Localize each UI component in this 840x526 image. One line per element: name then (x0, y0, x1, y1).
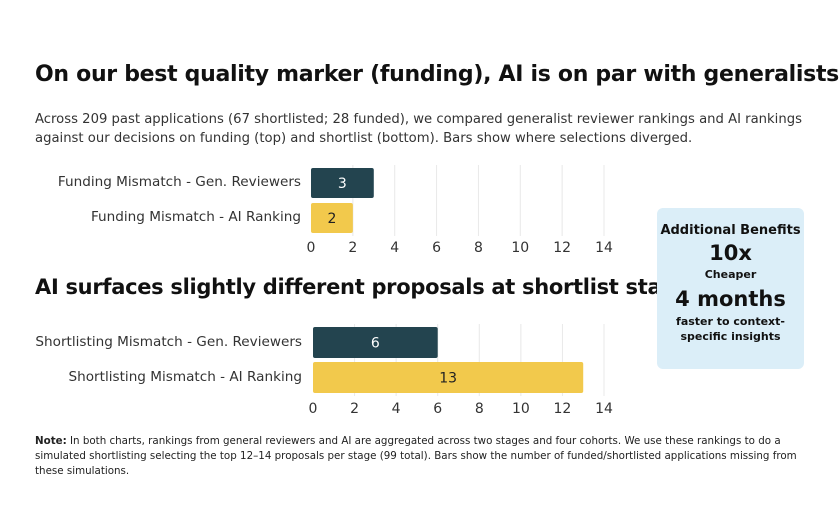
x-tick-label: 10 (512, 401, 530, 417)
chart-title: On our best quality marker (funding), AI… (35, 62, 839, 87)
note-text: In both charts, rankings from general re… (35, 435, 797, 477)
chart-subtitle: Across 209 past applications (67 shortli… (35, 112, 802, 146)
x-tick-label: 0 (309, 401, 318, 417)
stat-months-label: faster to context-specific insights (676, 315, 785, 343)
stat-10x: 10x (709, 241, 752, 265)
category-label: Funding Mismatch - Gen. Reviewers (57, 174, 301, 190)
x-tick-label: 6 (432, 240, 441, 256)
stat-10x-label: Cheaper (704, 268, 757, 281)
benefits-heading: Additional Benefits (660, 223, 801, 238)
bar (311, 168, 374, 198)
x-tick-label: 12 (553, 240, 571, 256)
bar (313, 327, 438, 358)
bar-value-label: 3 (338, 176, 347, 192)
footnote: Note: In both charts, rankings from gene… (35, 434, 825, 479)
benefits-panel: Additional Benefits 10x Cheaper 4 months… (657, 208, 804, 369)
chart2-title: AI surfaces slightly different proposals… (35, 275, 691, 299)
bar (313, 362, 584, 393)
x-tick-label: 4 (390, 240, 399, 256)
category-label: Funding Mismatch - AI Ranking (90, 209, 301, 225)
note-label: Note: (35, 435, 67, 447)
stat-months: 4 months (675, 287, 786, 311)
shortlist-chart: 0 2 4 6 8 10 12 14 6 13 (309, 324, 613, 417)
bar-value-label: 6 (371, 336, 380, 352)
x-tick-label: 8 (475, 401, 484, 417)
x-tick-label: 2 (350, 401, 359, 417)
x-tick-label: 8 (474, 240, 483, 256)
x-tick-label: 14 (595, 240, 613, 256)
category-label: Shortlisting Mismatch - AI Ranking (68, 369, 302, 385)
x-tick-label: 10 (511, 240, 529, 256)
bar-value-label: 2 (327, 211, 336, 227)
x-tick-label: 12 (554, 401, 572, 417)
x-tick-label: 4 (392, 401, 401, 417)
x-tick-label: 0 (307, 240, 316, 256)
bar (311, 203, 353, 233)
x-tick-label: 2 (348, 240, 357, 256)
category-label: Shortlisting Mismatch - Gen. Reviewers (35, 334, 302, 350)
bar-value-label: 13 (439, 371, 457, 387)
x-tick-label: 14 (595, 401, 613, 417)
x-tick-label: 6 (433, 401, 442, 417)
